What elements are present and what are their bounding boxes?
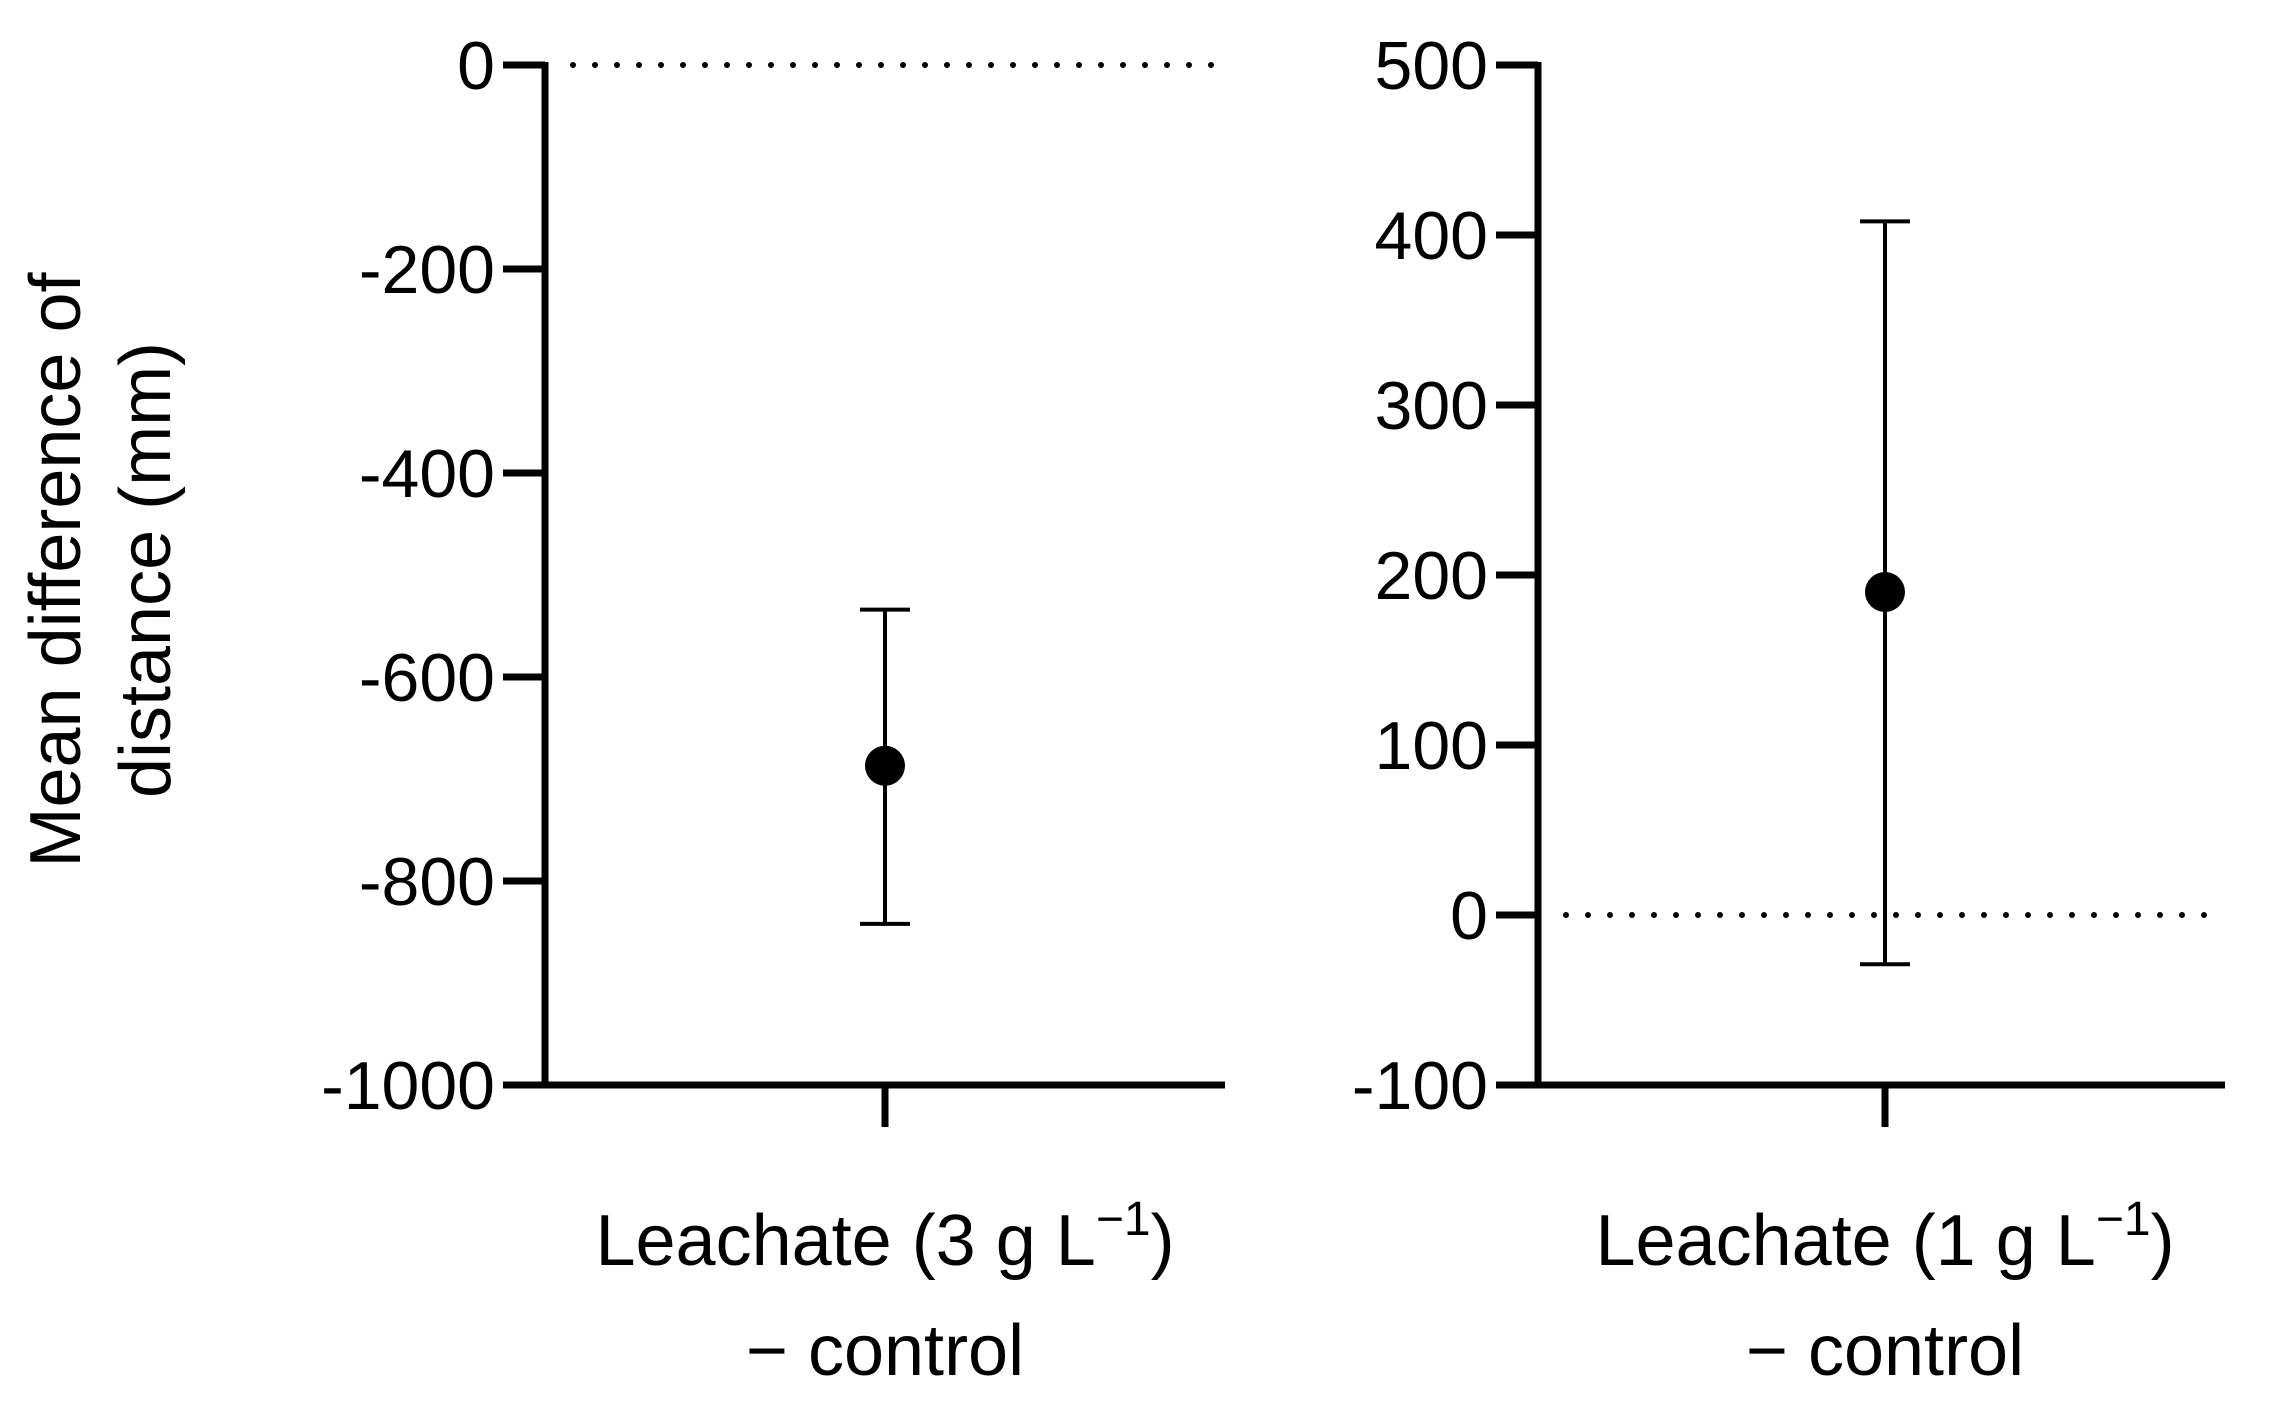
panel-leachate-3g: 0 -200 -400 -600 -800 -1000 Leachate (3 g L−1… bbox=[321, 28, 1228, 1391]
category-label-text: Leachate (3 g L bbox=[595, 1201, 1095, 1281]
category-label-line1: Leachate (3 g L−1) bbox=[595, 1193, 1174, 1281]
y-tick-label: -800 bbox=[359, 844, 495, 920]
y-axis-title-line1: Mean difference of bbox=[16, 271, 96, 867]
mean-difference-point bbox=[1865, 572, 1905, 612]
y-tick-label: 0 bbox=[1450, 878, 1488, 954]
y-tick-label: -600 bbox=[359, 640, 495, 716]
y-axis-ticks: 0 -200 -400 -600 -800 -1000 bbox=[321, 28, 545, 1124]
category-label-closing: ) bbox=[1151, 1201, 1175, 1281]
category-label-superscript: −1 bbox=[1096, 1193, 1151, 1246]
category-label-line2: − control bbox=[746, 1311, 1024, 1391]
y-tick-label: -100 bbox=[1352, 1048, 1488, 1124]
category-label-closing: ) bbox=[2151, 1201, 2175, 1281]
y-tick-label: -1000 bbox=[321, 1048, 495, 1124]
y-tick-label: 100 bbox=[1375, 708, 1488, 784]
y-tick-label: 0 bbox=[457, 28, 495, 104]
category-label-line2: − control bbox=[1746, 1311, 2024, 1391]
category-label-text: Leachate (1 g L bbox=[1595, 1201, 2095, 1281]
y-tick-label: -400 bbox=[359, 436, 495, 512]
y-axis-title-line2: distance (mm) bbox=[106, 342, 186, 798]
mean-difference-point bbox=[865, 745, 905, 786]
category-label-superscript: −1 bbox=[2096, 1193, 2151, 1246]
y-tick-label: -200 bbox=[359, 232, 495, 308]
category-label-line1: Leachate (1 g L−1) bbox=[1595, 1193, 2174, 1281]
y-tick-label: 300 bbox=[1375, 368, 1488, 444]
y-tick-label: 500 bbox=[1375, 28, 1488, 104]
y-tick-label: 400 bbox=[1375, 198, 1488, 274]
y-axis-ticks: 500 400 300 200 100 0 -100 bbox=[1352, 28, 1538, 1124]
y-tick-label: 200 bbox=[1375, 538, 1488, 614]
